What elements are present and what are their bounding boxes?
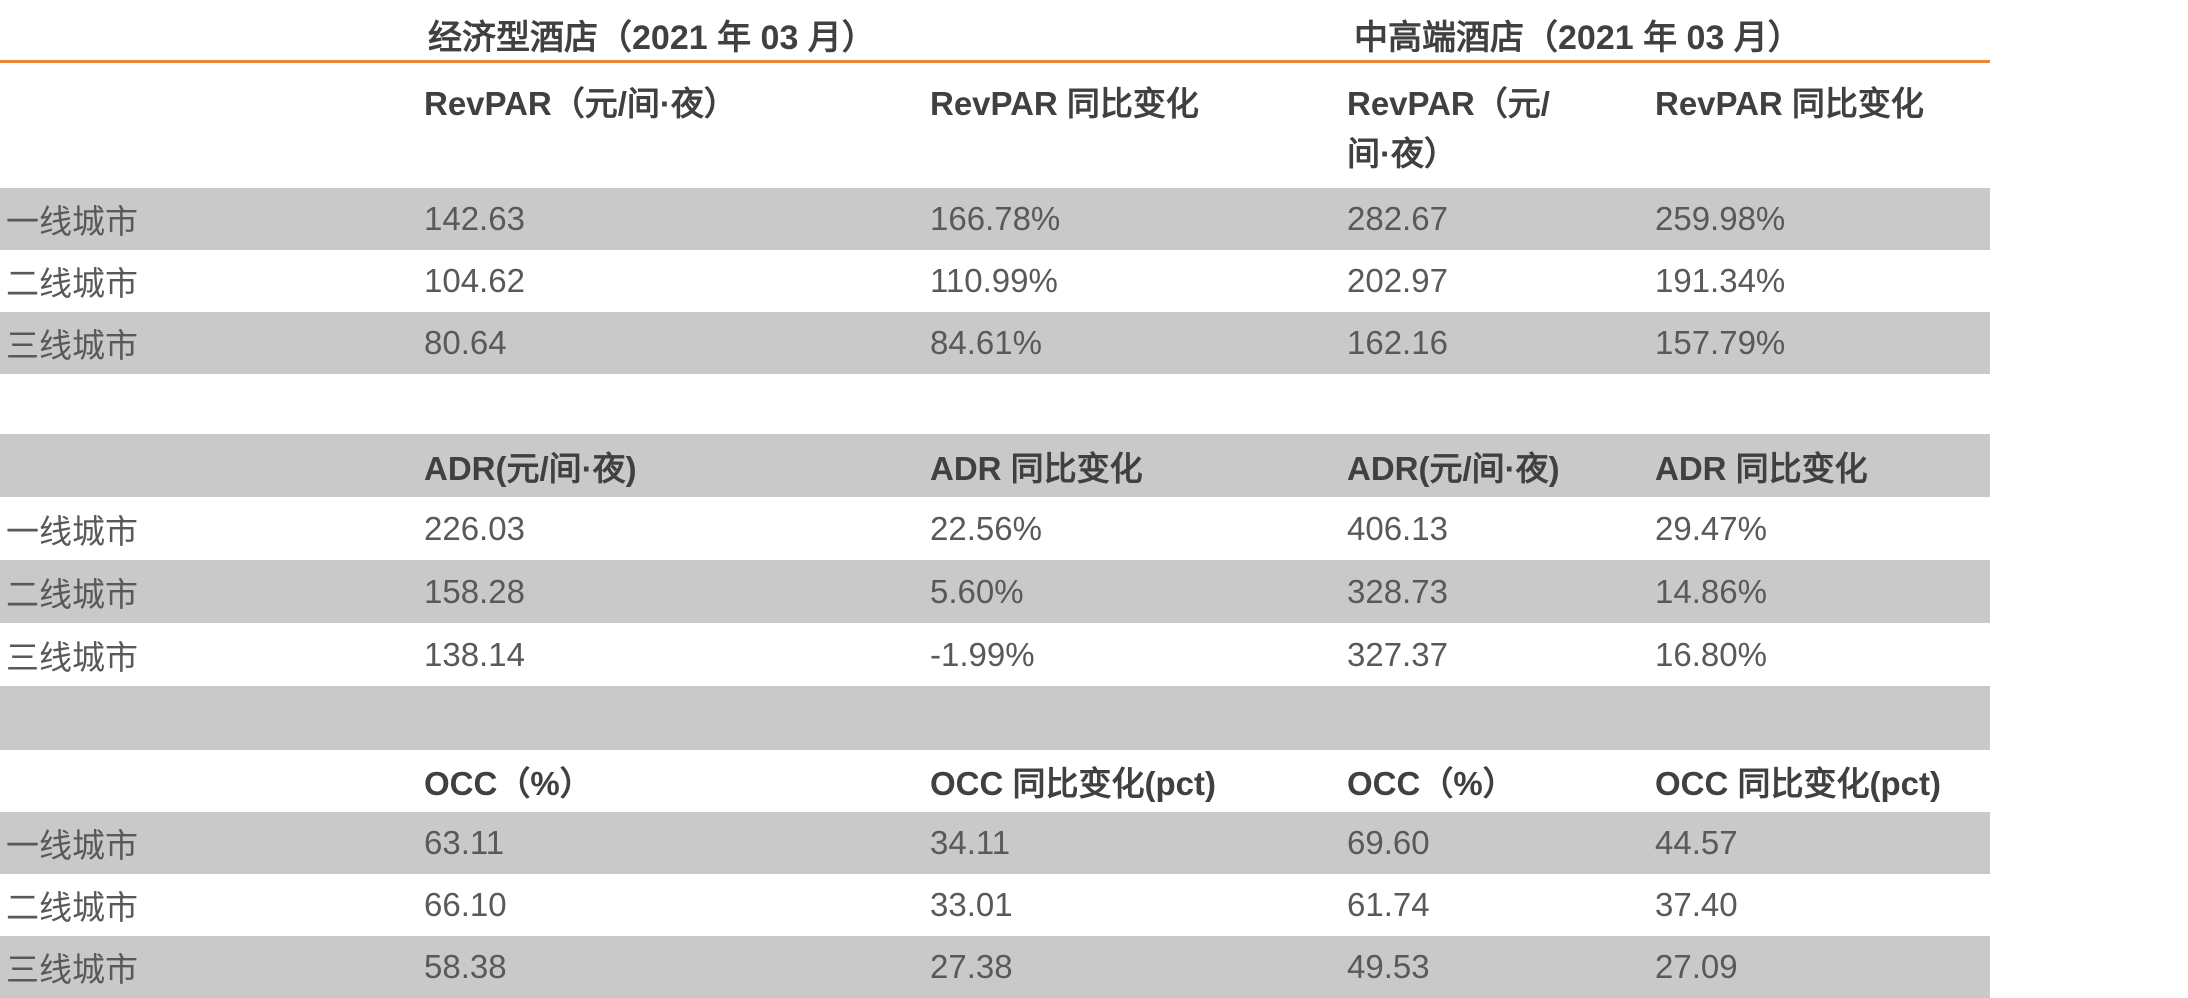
- metric-value: 282.67: [1333, 188, 1641, 250]
- city-label: 二线城市: [0, 560, 410, 623]
- table-row: 二线城市 104.62 110.99% 202.97 191.34%: [0, 250, 1990, 312]
- metric-value: 80.64: [410, 312, 916, 374]
- metric-value: 157.79%: [1641, 312, 1990, 374]
- metric-value: 328.73: [1333, 560, 1641, 623]
- hotel-metrics-table: RevPAR（元/间·夜） RevPAR 同比变化 RevPAR（元/ 间·夜）…: [0, 63, 1990, 998]
- metric-value: 66.10: [424, 886, 507, 923]
- column-header: OCC 同比变化(pct): [930, 765, 1216, 802]
- metric-value: 138.14: [424, 635, 525, 673]
- metric-value: 29.47%: [1655, 509, 1767, 547]
- economy-hotel-title: 经济型酒店（2021 年 03 月）: [428, 19, 876, 57]
- column-header: RevPAR 同比变化: [1655, 85, 1924, 122]
- table-row: 二线城市 66.10 33.01 61.74 37.40: [0, 874, 1990, 936]
- metric-value: 226.03: [424, 509, 525, 547]
- table-row: 一线城市 142.63 166.78% 282.67 259.98%: [0, 188, 1990, 250]
- metric-value: 110.99%: [930, 262, 1058, 299]
- metric-value: 14.86%: [1641, 560, 1990, 623]
- metric-value: 37.40: [1655, 886, 1738, 923]
- city-label: 三线城市: [0, 312, 410, 374]
- column-header: ADR 同比变化: [916, 434, 1333, 497]
- metric-value: 166.78%: [916, 188, 1333, 250]
- city-label: 一线城市: [0, 812, 410, 874]
- midscale-hotel-title: 中高端酒店（2021 年 03 月）: [1354, 19, 1802, 57]
- spacer-row: [0, 374, 1990, 434]
- metric-value: 202.97: [1347, 262, 1448, 299]
- metric-value: 33.01: [930, 886, 1013, 923]
- metric-value: 27.38: [916, 936, 1333, 998]
- column-header: OCC（%）: [1347, 765, 1516, 802]
- metric-value: 5.60%: [916, 560, 1333, 623]
- metric-value: 162.16: [1333, 312, 1641, 374]
- city-label: 二线城市: [6, 265, 138, 302]
- metric-value: 27.09: [1641, 936, 1990, 998]
- metric-value: 191.34%: [1655, 262, 1786, 299]
- category-titles-row: 经济型酒店（2021 年 03 月） 中高端酒店（2021 年 03 月）: [0, 0, 1990, 63]
- metric-value: 69.60: [1333, 812, 1641, 874]
- metric-value: 44.57: [1641, 812, 1990, 874]
- metric-value: 142.63: [410, 188, 916, 250]
- city-label: 一线城市: [6, 512, 138, 550]
- column-header: OCC 同比变化(pct): [1655, 765, 1941, 802]
- metric-value: 16.80%: [1655, 635, 1767, 673]
- metric-value: 22.56%: [930, 509, 1042, 547]
- column-header: RevPAR 同比变化: [930, 85, 1199, 122]
- table-row: 二线城市 158.28 5.60% 328.73 14.86%: [0, 560, 1990, 623]
- metric-value: 104.62: [424, 262, 525, 299]
- column-header: RevPAR（元/ 间·夜）: [1347, 85, 1550, 172]
- metric-value: 158.28: [410, 560, 916, 623]
- column-header: ADR 同比变化: [1641, 434, 1990, 497]
- table-row: 三线城市 138.14 -1.99% 327.37 16.80%: [0, 623, 1990, 686]
- city-label: 三线城市: [0, 936, 410, 998]
- column-header: OCC（%）: [424, 765, 593, 802]
- empty-cell: [0, 434, 410, 497]
- metric-value: 84.61%: [916, 312, 1333, 374]
- column-header: ADR(元/间·夜): [410, 434, 916, 497]
- hotel-metrics-report: 经济型酒店（2021 年 03 月） 中高端酒店（2021 年 03 月） Re…: [0, 0, 1990, 998]
- metric-value: 259.98%: [1641, 188, 1990, 250]
- city-label: 二线城市: [6, 889, 138, 926]
- table-row: 三线城市 80.64 84.61% 162.16 157.79%: [0, 312, 1990, 374]
- table-row: 一线城市 63.11 34.11 69.60 44.57: [0, 812, 1990, 874]
- empty-cell: [0, 750, 410, 812]
- adr-header-row: ADR(元/间·夜) ADR 同比变化 ADR(元/间·夜) ADR 同比变化: [0, 434, 1990, 497]
- city-label: 三线城市: [6, 638, 138, 676]
- revpar-header-row: RevPAR（元/间·夜） RevPAR 同比变化 RevPAR（元/ 间·夜）…: [0, 63, 1990, 188]
- spacer-cell: [0, 374, 1990, 434]
- empty-cell: [0, 63, 410, 188]
- metric-value: -1.99%: [930, 635, 1035, 673]
- metric-value: 34.11: [916, 812, 1333, 874]
- metric-value: 406.13: [1347, 509, 1448, 547]
- city-label: 一线城市: [0, 188, 410, 250]
- spacer-row: [0, 686, 1990, 750]
- metric-value: 63.11: [410, 812, 916, 874]
- spacer-cell: [0, 686, 1990, 750]
- table-row: 一线城市 226.03 22.56% 406.13 29.47%: [0, 497, 1990, 560]
- metric-value: 327.37: [1347, 635, 1448, 673]
- metric-value: 49.53: [1333, 936, 1641, 998]
- metric-value: 58.38: [410, 936, 916, 998]
- column-header: ADR(元/间·夜): [1333, 434, 1641, 497]
- occ-header-row: OCC（%） OCC 同比变化(pct) OCC（%） OCC 同比变化(pct…: [0, 750, 1990, 812]
- table-row: 三线城市 58.38 27.38 49.53 27.09: [0, 936, 1990, 998]
- metric-value: 61.74: [1347, 886, 1430, 923]
- column-header: RevPAR（元/间·夜）: [424, 85, 737, 122]
